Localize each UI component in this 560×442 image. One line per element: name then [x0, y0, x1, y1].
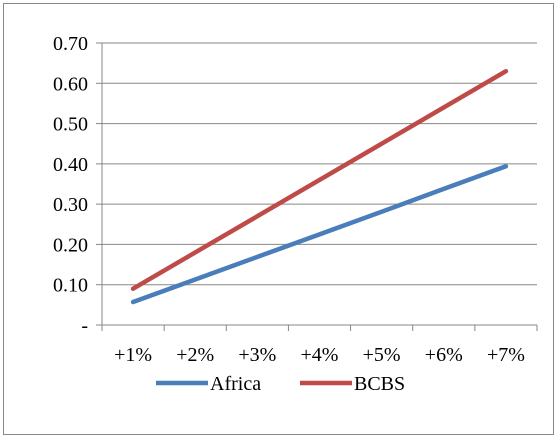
y-tick-label: 0.50: [53, 114, 88, 136]
y-tick-label: 0.30: [53, 194, 88, 216]
gridlines: [102, 42, 537, 286]
legend-label: BCBS: [354, 373, 405, 395]
series-line: [130, 68, 509, 291]
y-tick-label: 0.40: [53, 154, 88, 176]
x-tick-label: +7%: [487, 344, 525, 366]
x-tick-label: +3%: [238, 344, 276, 366]
axes: [96, 42, 538, 331]
x-tick-label: +1%: [114, 344, 152, 366]
series-line: [130, 164, 509, 305]
x-tick-label: +6%: [425, 344, 463, 366]
x-tick-label: +2%: [176, 344, 214, 366]
y-tick-label: 0.70: [53, 33, 88, 55]
x-tick-label: +5%: [363, 344, 401, 366]
y-tick-label: 0.20: [53, 234, 88, 256]
y-tick-label: 0.10: [53, 275, 88, 297]
legend: Africa BCBS: [156, 373, 405, 395]
legend-label: Africa: [210, 373, 261, 395]
y-tick-label: -: [81, 315, 88, 337]
x-tick-labels: +1% +2% +3% +4% +5% +6% +7%: [114, 344, 525, 366]
chart-frame: [3, 3, 554, 435]
series-lines: [130, 68, 509, 305]
y-tick-labels: - 0.10 0.20 0.30 0.40 0.50 0.60 0.70: [53, 33, 88, 337]
y-tick-label: 0.60: [53, 73, 88, 95]
x-tick-label: +4%: [301, 344, 339, 366]
